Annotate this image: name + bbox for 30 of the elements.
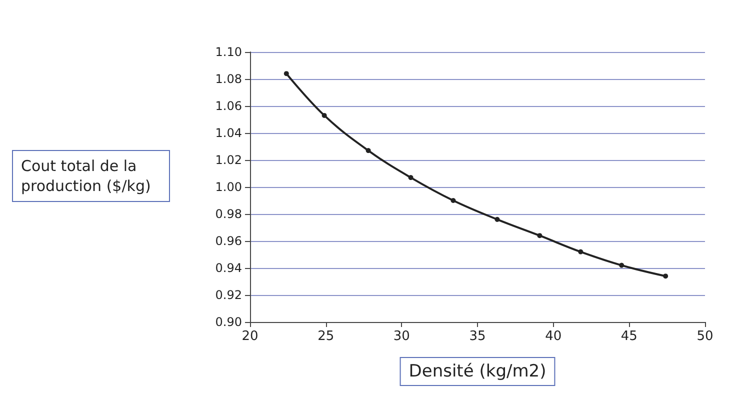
x-tick-label: 45 bbox=[620, 329, 638, 344]
y-tick-label: 1.02 bbox=[215, 153, 242, 167]
y-tick-label: 1.00 bbox=[215, 180, 242, 194]
y-tick-label: 0.96 bbox=[215, 234, 242, 248]
y-axis-title: Cout total de la production ($/kg) bbox=[21, 157, 151, 195]
y-tick-label: 0.98 bbox=[215, 207, 242, 221]
y-tick-label: 1.10 bbox=[215, 45, 242, 59]
x-tick-label: 40 bbox=[545, 329, 562, 344]
point bbox=[284, 71, 289, 76]
y-tick-label: 0.92 bbox=[215, 288, 242, 302]
x-tick-label: 30 bbox=[393, 329, 410, 344]
y-tick-label: 0.90 bbox=[215, 315, 242, 329]
point bbox=[322, 112, 327, 118]
y-tick-label: 1.06 bbox=[215, 99, 242, 113]
x-tick-label: 50 bbox=[696, 329, 714, 344]
point bbox=[537, 233, 542, 238]
y-tick-label: 1.08 bbox=[215, 72, 242, 86]
point bbox=[578, 249, 584, 254]
point bbox=[494, 216, 500, 222]
y-tick-label: 1.04 bbox=[215, 126, 242, 140]
point bbox=[366, 148, 371, 154]
x-axis-title: Densité (kg/m2) bbox=[408, 362, 546, 382]
y-tick-label: 0.94 bbox=[215, 261, 242, 275]
x-tick-label: 35 bbox=[469, 329, 486, 344]
x-tick-label: 20 bbox=[242, 329, 258, 344]
point bbox=[619, 262, 624, 268]
point bbox=[408, 175, 414, 180]
point bbox=[450, 198, 456, 203]
x-tick-label: 25 bbox=[318, 329, 334, 344]
point bbox=[663, 274, 668, 279]
